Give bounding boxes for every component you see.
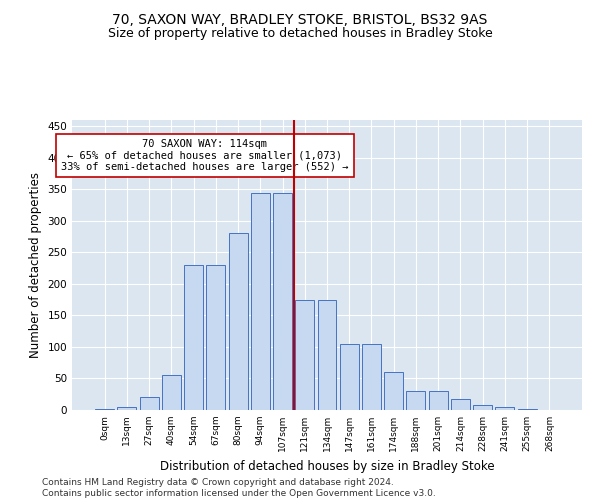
Bar bbox=[473, 405, 492, 410]
Bar bbox=[206, 265, 225, 410]
Bar bbox=[451, 398, 470, 410]
Text: 70 SAXON WAY: 114sqm
← 65% of detached houses are smaller (1,073)
33% of semi-de: 70 SAXON WAY: 114sqm ← 65% of detached h… bbox=[61, 139, 349, 172]
Bar bbox=[406, 391, 425, 410]
Bar bbox=[251, 192, 270, 410]
Bar bbox=[295, 300, 314, 410]
X-axis label: Distribution of detached houses by size in Bradley Stoke: Distribution of detached houses by size … bbox=[160, 460, 494, 472]
Bar bbox=[140, 398, 158, 410]
Bar bbox=[273, 192, 292, 410]
Text: 70, SAXON WAY, BRADLEY STOKE, BRISTOL, BS32 9AS: 70, SAXON WAY, BRADLEY STOKE, BRISTOL, B… bbox=[112, 12, 488, 26]
Bar bbox=[162, 376, 181, 410]
Text: Contains HM Land Registry data © Crown copyright and database right 2024.
Contai: Contains HM Land Registry data © Crown c… bbox=[42, 478, 436, 498]
Y-axis label: Number of detached properties: Number of detached properties bbox=[29, 172, 42, 358]
Bar bbox=[518, 408, 536, 410]
Bar bbox=[229, 234, 248, 410]
Bar bbox=[118, 407, 136, 410]
Text: Size of property relative to detached houses in Bradley Stoke: Size of property relative to detached ho… bbox=[107, 28, 493, 40]
Bar bbox=[95, 408, 114, 410]
Bar bbox=[184, 265, 203, 410]
Bar bbox=[429, 391, 448, 410]
Bar bbox=[317, 300, 337, 410]
Bar bbox=[362, 344, 381, 410]
Bar bbox=[384, 372, 403, 410]
Bar bbox=[496, 407, 514, 410]
Bar bbox=[340, 344, 359, 410]
